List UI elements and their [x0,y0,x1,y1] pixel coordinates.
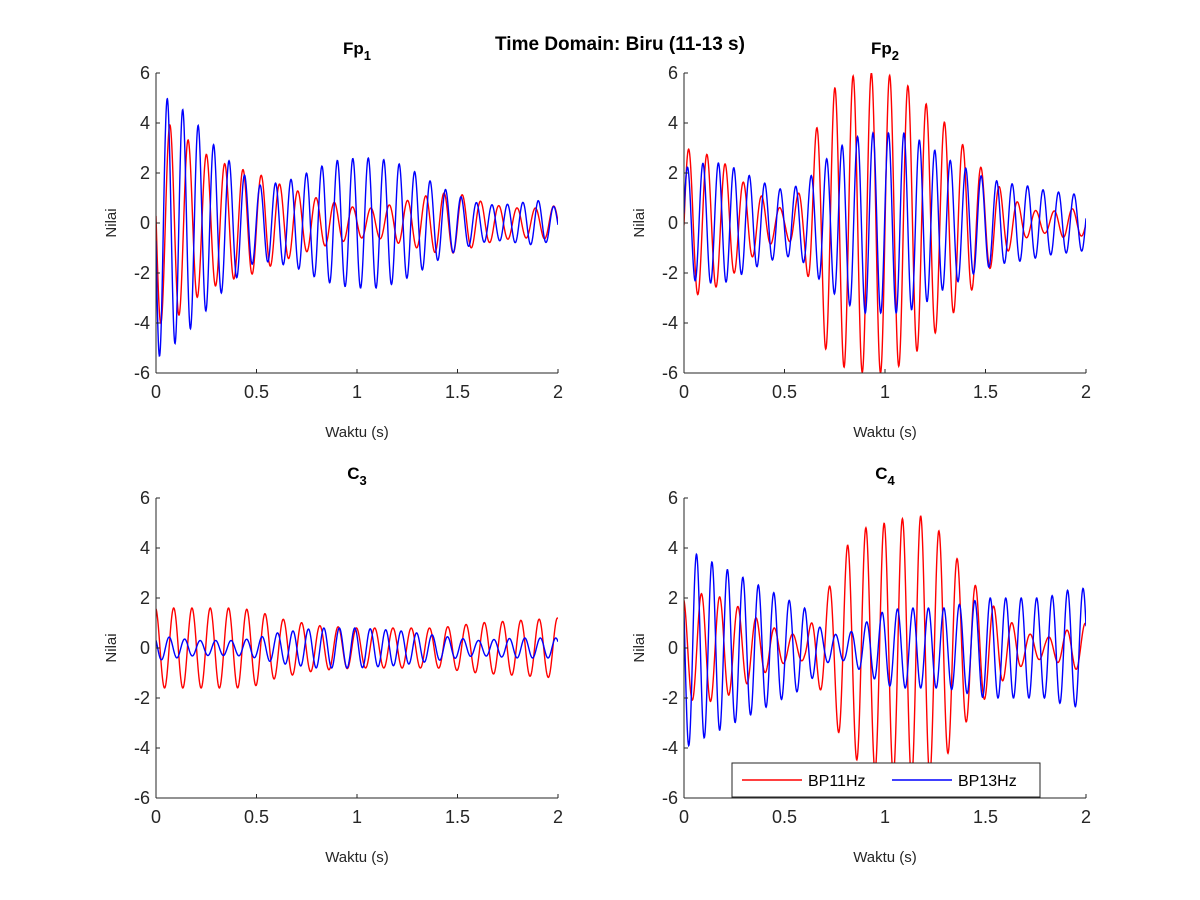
y-tick-label: -6 [662,363,678,383]
panel-title: C3 [347,464,367,488]
series-line-bp11hz [684,515,1086,781]
y-tick-label: 0 [668,638,678,658]
y-tick-label: -6 [662,788,678,808]
x-tick-label: 1 [880,382,890,402]
series-line-bp13hz [684,131,1086,315]
y-tick-label: -2 [662,688,678,708]
x-tick-label: 1 [880,807,890,827]
x-tick-label: 2 [1081,382,1091,402]
y-axis-label: Nilai [631,208,648,237]
y-tick-label: 2 [140,588,150,608]
y-tick-label: -6 [134,788,150,808]
x-tick-label: 2 [553,807,563,827]
x-tick-label: 1.5 [973,382,998,402]
legend: BP11Hz BP13Hz [731,762,1041,798]
legend-label-bp13hz: BP13Hz [958,773,1017,790]
y-tick-label: -4 [662,313,678,333]
y-tick-label: 4 [140,113,150,133]
panel-title: Fp2 [871,39,899,63]
y-tick-label: -2 [662,263,678,283]
x-tick-label: 0.5 [772,807,797,827]
x-axis-label: Waktu (s) [325,849,389,866]
panel-title: C4 [875,464,895,488]
x-tick-label: 0.5 [244,382,269,402]
series-line-bp11hz [156,607,558,689]
y-tick-label: 4 [668,113,678,133]
x-tick-label: 0.5 [772,382,797,402]
y-tick-label: -2 [134,263,150,283]
x-tick-label: 1.5 [445,382,470,402]
y-tick-label: 6 [140,488,150,508]
x-tick-label: 0 [151,382,161,402]
x-tick-label: 1.5 [973,807,998,827]
x-tick-label: 2 [553,382,563,402]
x-axis-label: Waktu (s) [853,849,917,866]
y-tick-label: 0 [140,638,150,658]
y-tick-label: -4 [662,738,678,758]
y-tick-label: 2 [668,163,678,183]
y-axis-label: Nilai [631,633,648,662]
y-tick-label: 4 [140,538,150,558]
panel-c4: 0 0.5 1 1.5 2 -6 -4 -2 0 2 4 6 Waktu (s) Nilai C4 [631,464,1091,866]
series-line-bp13hz [156,627,558,669]
y-tick-label: 2 [668,588,678,608]
series-line-bp13hz [156,97,558,358]
x-axis-label: Waktu (s) [325,424,389,441]
x-tick-label: 0 [151,807,161,827]
y-tick-label: 6 [668,63,678,83]
series-line-bp13hz [684,552,1086,748]
panel-fp1: 0 0.5 1 1.5 2 -6 -4 -2 0 2 4 6 Waktu (s) Nilai Fp1 [103,39,563,441]
panel-title: Fp1 [343,39,371,63]
x-tick-label: 0 [679,382,689,402]
y-tick-label: -4 [134,738,150,758]
y-tick-label: 0 [140,213,150,233]
panel-c3: 0 0.5 1 1.5 2 -6 -4 -2 0 2 4 6 Waktu (s) Nilai C3 [103,464,563,866]
panel-fp2: 0 0.5 1 1.5 2 -6 -4 -2 0 2 4 6 Waktu (s) Nilai Fp2 [631,39,1091,441]
x-tick-label: 1 [352,382,362,402]
figure-title: Time Domain: Biru (11-13 s) [495,34,745,55]
y-tick-label: 4 [668,538,678,558]
y-tick-label: -2 [134,688,150,708]
x-tick-label: 0.5 [244,807,269,827]
x-tick-label: 0 [679,807,689,827]
y-axis-label: Nilai [103,208,120,237]
x-tick-label: 2 [1081,807,1091,827]
y-tick-label: 0 [668,213,678,233]
y-axis-label: Nilai [103,633,120,662]
y-tick-label: 6 [668,488,678,508]
x-axis-label: Waktu (s) [853,424,917,441]
y-tick-label: 6 [140,63,150,83]
y-tick-label: -4 [134,313,150,333]
y-tick-label: -6 [134,363,150,383]
y-tick-label: 2 [140,163,150,183]
x-tick-label: 1.5 [445,807,470,827]
x-tick-label: 1 [352,807,362,827]
legend-label-bp11hz: BP11Hz [808,773,866,790]
